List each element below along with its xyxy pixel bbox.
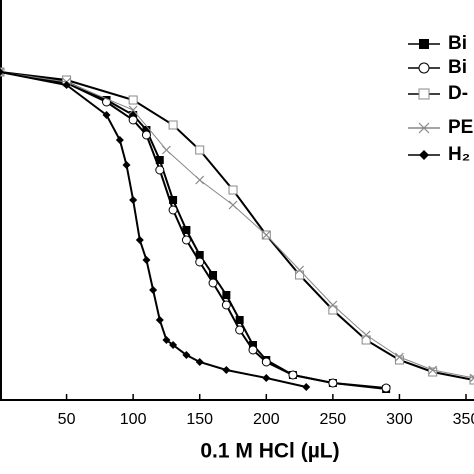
marker xyxy=(469,373,474,383)
marker xyxy=(288,370,298,380)
marker xyxy=(361,335,371,345)
marker xyxy=(418,88,430,100)
x-tick-label: 350 xyxy=(453,411,474,428)
marker xyxy=(302,383,311,391)
marker xyxy=(261,230,271,240)
x-tick-label: 300 xyxy=(386,411,413,428)
marker xyxy=(162,145,171,155)
legend-label: H₂ xyxy=(448,144,470,165)
marker xyxy=(295,265,305,275)
marker xyxy=(328,300,338,310)
marker xyxy=(142,126,151,134)
marker xyxy=(168,205,178,215)
marker xyxy=(155,165,165,175)
marker xyxy=(162,336,171,344)
marker xyxy=(128,95,138,105)
marker xyxy=(394,355,404,365)
marker xyxy=(262,374,271,382)
marker xyxy=(182,351,191,359)
marker xyxy=(428,367,438,377)
marker xyxy=(169,196,178,204)
marker xyxy=(168,120,178,130)
marker xyxy=(195,257,205,267)
marker xyxy=(228,185,238,195)
marker xyxy=(419,150,429,160)
marker xyxy=(0,67,5,77)
x-tick-label: 200 xyxy=(253,411,280,428)
marker xyxy=(195,358,204,366)
marker xyxy=(155,316,164,324)
x-tick-label: 250 xyxy=(320,411,347,428)
marker xyxy=(195,175,205,185)
x-axis-label: 0.1 M HCl (µL) xyxy=(200,440,339,463)
x-tick-label: 50 xyxy=(58,411,76,428)
marker xyxy=(155,156,164,164)
marker xyxy=(149,286,158,294)
marker xyxy=(248,341,257,349)
marker xyxy=(141,130,151,140)
marker xyxy=(208,278,218,288)
marker xyxy=(235,316,244,324)
marker xyxy=(221,300,231,310)
marker xyxy=(361,330,371,340)
marker xyxy=(248,345,258,355)
marker xyxy=(102,111,111,119)
marker xyxy=(381,383,391,393)
marker xyxy=(115,136,124,144)
legend-label: Bi xyxy=(448,33,467,54)
legend-label: PE xyxy=(448,117,473,138)
marker xyxy=(142,256,151,264)
legend-label: D- xyxy=(448,83,468,104)
series-line xyxy=(0,71,387,390)
marker xyxy=(169,341,178,349)
marker xyxy=(128,115,138,125)
marker xyxy=(419,39,429,49)
legend-label: Bi xyxy=(448,57,467,78)
marker xyxy=(62,81,71,89)
marker xyxy=(228,200,238,210)
marker xyxy=(195,145,205,155)
series-line xyxy=(0,71,387,389)
marker xyxy=(222,366,231,374)
marker xyxy=(418,62,430,74)
marker xyxy=(395,352,404,362)
marker xyxy=(222,291,231,299)
marker xyxy=(328,378,338,388)
marker xyxy=(418,122,430,134)
marker xyxy=(129,111,138,119)
x-tick-label: 100 xyxy=(120,411,147,428)
marker xyxy=(0,68,4,76)
marker xyxy=(195,251,204,259)
marker xyxy=(235,325,245,335)
marker xyxy=(122,161,131,169)
marker xyxy=(428,365,438,375)
marker xyxy=(129,196,138,204)
series-line xyxy=(0,71,474,381)
x-tick-label: 150 xyxy=(186,411,213,428)
marker xyxy=(209,271,218,279)
marker xyxy=(128,105,138,115)
marker xyxy=(295,270,305,280)
marker xyxy=(182,226,191,234)
marker xyxy=(135,236,144,244)
marker xyxy=(181,235,191,245)
marker xyxy=(328,305,338,315)
marker xyxy=(261,357,271,367)
